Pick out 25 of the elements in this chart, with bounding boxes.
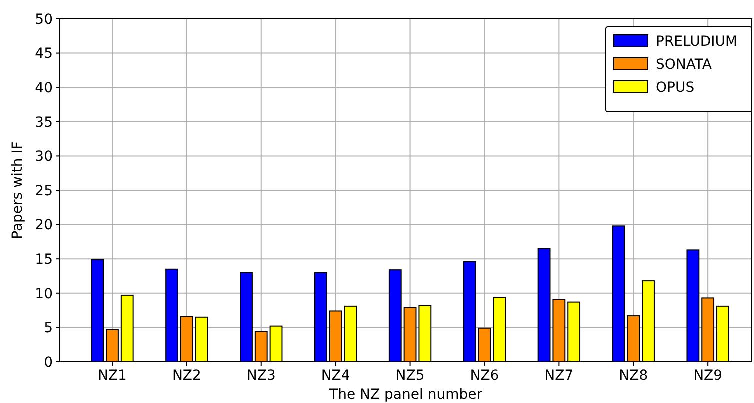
x-axis-title: The NZ panel number [328,387,483,403]
x-tick-label: NZ3 [246,368,276,384]
y-tick-label: 0 [44,354,53,371]
y-tick-label: 20 [35,218,53,234]
legend-label: OPUS [656,80,695,96]
x-tick-label: NZ8 [619,368,648,384]
legend-label: SONATA [656,56,712,73]
legend-label: PRELUDIUM [656,34,738,50]
y-tick-label: 35 [35,114,53,131]
y-tick-label: 5 [44,320,53,337]
x-tick-label: NZ2 [172,368,202,384]
y-tick-label: 40 [35,80,53,96]
y-tick-label: 45 [35,46,53,62]
y-tick-label: 50 [35,12,53,28]
y-tick-label: 10 [35,286,53,302]
x-tick-label: NZ7 [544,368,574,384]
y-tick-label: 15 [35,252,53,268]
x-tick-label: NZ1 [98,368,127,384]
x-tick-label: NZ6 [470,368,500,384]
y-axis-title: Papers with IF [10,142,26,240]
y-tick-label: 25 [35,183,53,200]
x-tick-label: NZ9 [694,368,723,384]
y-tick-label: 30 [35,149,53,166]
x-tick-label: NZ5 [396,368,425,384]
x-tick-label: NZ4 [321,368,350,384]
